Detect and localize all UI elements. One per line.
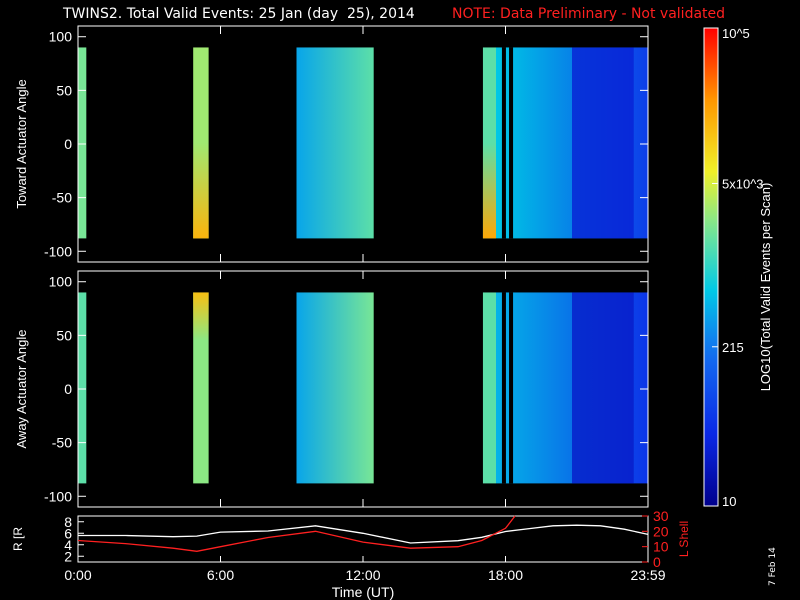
y-tick-label: 50 bbox=[56, 82, 72, 98]
x-axis-label: Time (UT) bbox=[332, 584, 394, 600]
colorbar-tick-label: 5x10^3 bbox=[722, 176, 764, 191]
heatmap-block-enhancement bbox=[193, 47, 209, 239]
y-tick-label: 0 bbox=[64, 381, 72, 397]
heatmap-low-region bbox=[572, 47, 634, 239]
y-tick-label: 0 bbox=[64, 136, 72, 152]
heatmap-block bbox=[482, 292, 496, 484]
heatmap-block bbox=[78, 47, 87, 239]
date-stamp: 7 Feb 14 bbox=[768, 547, 778, 586]
y-tick-label: -50 bbox=[52, 435, 72, 451]
y-tick-label: 50 bbox=[56, 327, 72, 343]
colorbar-tick-label: 10^5 bbox=[722, 26, 750, 41]
heatmap-block-enhancement bbox=[193, 292, 209, 484]
y-tick-label-left: 6 bbox=[64, 525, 72, 541]
colorbar-tick-label: 10 bbox=[722, 494, 736, 509]
y-tick-label-right: 20 bbox=[653, 523, 669, 539]
heatmap-panel-toward: 100 50 0 -50 -100 Toward Actuator Angle bbox=[14, 25, 649, 263]
y-tick-label-right: 30 bbox=[653, 508, 669, 524]
y-tick-label-left: 4 bbox=[64, 537, 72, 553]
y-tick-label-right: 10 bbox=[653, 539, 669, 555]
colorbar-label: LOG10(Total Valid Events per Scan) bbox=[758, 183, 773, 392]
heatmap-block bbox=[296, 47, 374, 239]
data-gap bbox=[509, 47, 514, 239]
colorbar-tick-label: 215 bbox=[722, 340, 744, 355]
x-tick-label: 0:00 bbox=[64, 567, 91, 583]
y-tick-label: -100 bbox=[44, 488, 72, 504]
y-axis-label-left: R [R bbox=[11, 527, 25, 551]
panel-frame bbox=[77, 515, 649, 563]
y-axis-label-right: L Shell bbox=[677, 521, 691, 557]
data-gap bbox=[501, 47, 506, 239]
heatmap-block-enhancement bbox=[482, 47, 496, 239]
heatmap-block bbox=[296, 292, 374, 484]
heatmap-low-region bbox=[572, 292, 634, 484]
x-tick-label: 6:00 bbox=[207, 567, 234, 583]
x-tick-label: 12:00 bbox=[345, 567, 380, 583]
data-gap bbox=[501, 292, 506, 484]
y-axis-label: Toward Actuator Angle bbox=[14, 79, 29, 208]
y-tick-label-right: 0 bbox=[653, 554, 661, 570]
y-tick-label: -50 bbox=[52, 190, 72, 206]
x-tick-label: 23:59 bbox=[630, 567, 665, 583]
preliminary-note: NOTE: Data Preliminary - Not validated bbox=[452, 6, 726, 22]
y-tick-label: -100 bbox=[44, 243, 72, 259]
y-tick-label: 100 bbox=[49, 274, 73, 290]
x-tick-label: 18:00 bbox=[488, 567, 523, 583]
colorbar-scale bbox=[703, 27, 719, 507]
colorbar: 10 215 5x10^3 10^5 LOG10(Total Valid Events … bbox=[703, 26, 773, 509]
data-gap bbox=[509, 292, 514, 484]
chart-title: TWINS2. Total Valid Events: 25 Jan (day … bbox=[63, 6, 415, 22]
y-tick-label: 100 bbox=[49, 29, 73, 45]
heatmap-block bbox=[78, 292, 87, 484]
y-tick-label-left: 8 bbox=[64, 514, 72, 530]
y-axis-label: Away Actuator Angle bbox=[14, 329, 29, 448]
heatmap-panel-away: 100 50 0 -50 -100 Away Actuator Angle bbox=[14, 270, 649, 508]
lshell-line bbox=[77, 515, 516, 552]
y-tick-label-left: 2 bbox=[64, 548, 72, 564]
radius-line bbox=[78, 524, 649, 544]
